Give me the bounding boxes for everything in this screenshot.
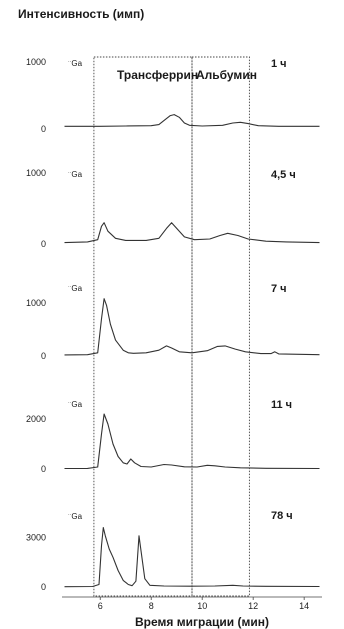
y-tick-label: 0: [41, 351, 46, 361]
series-line: [64, 298, 320, 356]
series-line: [64, 527, 320, 588]
albumin-window: [191, 56, 250, 597]
time-label: 7 ч: [271, 283, 287, 295]
y-tick-label: 0: [41, 239, 46, 249]
panel-5: 3000 0 ··Ga 78 ч: [26, 510, 320, 592]
x-tick-label: 6: [98, 601, 103, 611]
highlight-windows: [93, 56, 250, 597]
time-label: 4,5 ч: [271, 169, 296, 181]
time-label: 1 ч: [271, 58, 287, 70]
y-tick-label: 3000: [26, 532, 46, 542]
albumin-annotation: Альбумин: [196, 68, 257, 82]
time-label: 78 ч: [271, 510, 293, 522]
isotope-label: ··Ga: [68, 512, 83, 521]
y-axis-label: Интенсивность (имп): [18, 7, 144, 21]
x-tick-label: 10: [197, 601, 207, 611]
x-tick-label: 12: [248, 601, 258, 611]
y-tick-label: 0: [41, 464, 46, 474]
y-tick-label: 0: [41, 582, 46, 592]
x-axis: 6 8 10 12 14: [62, 596, 322, 611]
y-tick-label: 1000: [26, 57, 46, 67]
y-tick-label: 0: [41, 124, 46, 134]
isotope-label: ··Ga: [68, 400, 83, 409]
x-tick-label: 8: [149, 601, 154, 611]
x-tick-label: 14: [299, 601, 309, 611]
series-line: [64, 222, 320, 244]
panels-layer: 1000 0 ··Ga 1 ч 1000 0 ··Ga 4,5 ч 1000 0 ··Ga 7 ч 20…: [26, 57, 320, 592]
panel-3: 1000 0 ··Ga 7 ч: [26, 283, 320, 361]
series-line: [64, 413, 320, 470]
isotope-label: ··Ga: [68, 284, 83, 293]
panel-4: 2000 0 ··Ga 11 ч: [26, 399, 320, 474]
series-line: [64, 114, 320, 127]
panel-1: 1000 0 ··Ga 1 ч: [26, 57, 320, 134]
isotope-label: ··Ga: [68, 59, 83, 68]
transferrin-window: [93, 56, 193, 597]
y-tick-label: 1000: [26, 168, 46, 178]
isotope-label: ··Ga: [68, 170, 83, 179]
y-tick-label: 2000: [26, 414, 46, 424]
y-tick-label: 1000: [26, 298, 46, 308]
time-label: 11 ч: [271, 399, 292, 411]
transferrin-annotation: Трансферрин: [117, 68, 198, 82]
x-axis-label: Время миграции (мин): [135, 615, 269, 629]
panel-2: 1000 0 ··Ga 4,5 ч: [26, 168, 320, 249]
